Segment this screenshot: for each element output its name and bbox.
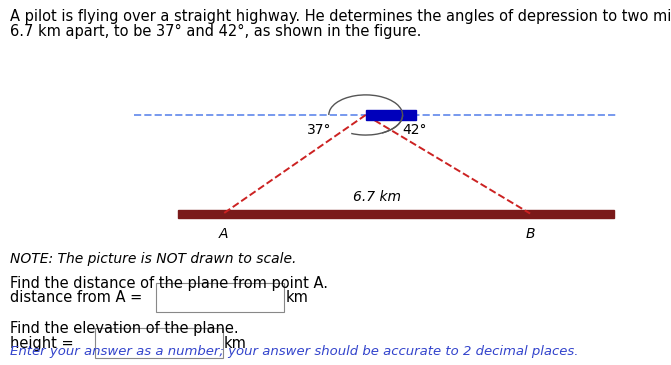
Text: 42°: 42° <box>403 123 427 137</box>
Text: Find the elevation of the plane.: Find the elevation of the plane. <box>10 321 239 336</box>
Text: B: B <box>525 227 535 241</box>
FancyBboxPatch shape <box>156 283 284 312</box>
Text: km: km <box>224 335 247 351</box>
Text: distance from A =: distance from A = <box>10 290 142 305</box>
Text: 6.7 km: 6.7 km <box>353 191 401 204</box>
Bar <box>366 110 416 120</box>
Text: 6.7 km apart, to be 37° and 42°, as shown in the figure.: 6.7 km apart, to be 37° and 42°, as show… <box>10 24 421 39</box>
FancyBboxPatch shape <box>95 328 223 358</box>
Text: height =: height = <box>10 335 74 351</box>
Text: NOTE: The picture is NOT drawn to scale.: NOTE: The picture is NOT drawn to scale. <box>10 252 297 266</box>
Text: Find the distance of the plane from point A.: Find the distance of the plane from poin… <box>10 276 328 291</box>
Text: Enter your answer as a number; your answer should be accurate to 2 decimal place: Enter your answer as a number; your answ… <box>10 345 578 358</box>
Text: A pilot is flying over a straight highway. He determines the angles of depressio: A pilot is flying over a straight highwa… <box>10 9 671 24</box>
Bar <box>178 210 614 218</box>
Text: km: km <box>285 290 308 305</box>
Text: A: A <box>219 227 228 241</box>
Text: 37°: 37° <box>307 123 331 137</box>
